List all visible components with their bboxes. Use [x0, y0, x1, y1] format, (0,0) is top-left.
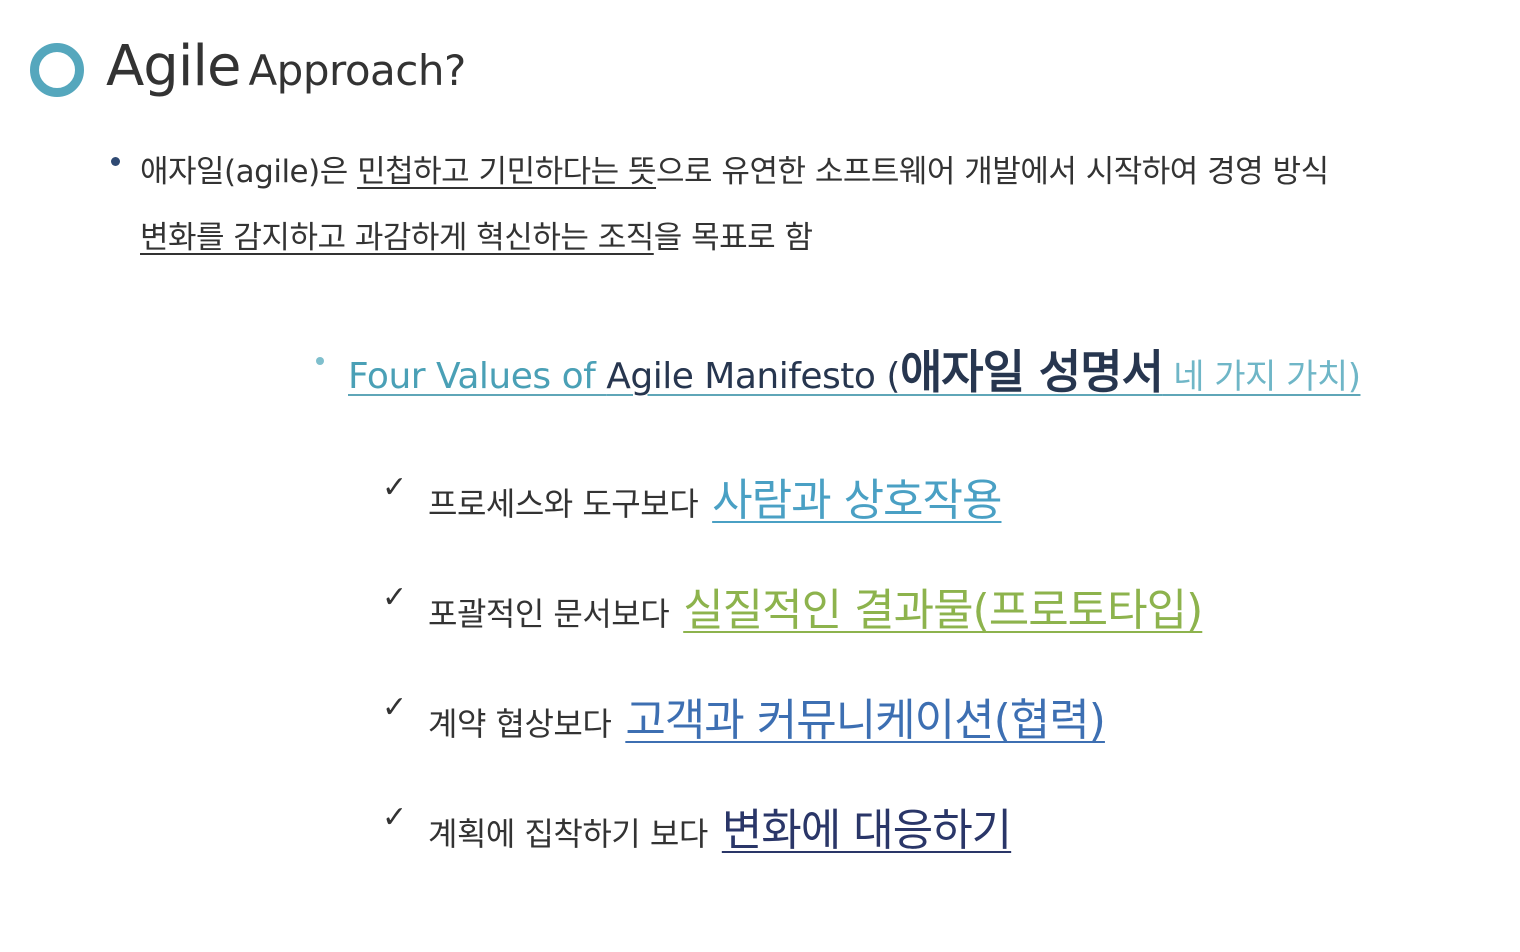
value-highlight: 사람과 상호작용	[712, 475, 1002, 526]
value-highlight: 변화에 대응하기	[721, 805, 1012, 856]
value-plain: 계약 협상보다	[428, 705, 612, 743]
title-main: Agile	[106, 34, 241, 99]
intro-underlined-2: 변화를 감지하고 과감하게 혁신하는 조직	[140, 220, 654, 256]
value-highlight: 고객과 커뮤니케이션(협력)	[625, 695, 1106, 746]
check-icon: ✓	[382, 580, 408, 615]
manifesto-navy: Agile Manifesto (	[606, 356, 900, 397]
circle-bullet-icon	[30, 43, 84, 97]
bullet-dot-icon	[316, 357, 324, 365]
manifesto-korean: 애자일 성명서	[899, 345, 1164, 399]
check-icon: ✓	[382, 470, 408, 505]
slide-title: Agile Approach?	[106, 34, 466, 99]
title-sub: Approach?	[248, 46, 466, 95]
value-highlight: 실질적인 결과물(프로토타입)	[683, 585, 1203, 636]
intro-text-a: 애자일(agile)은	[140, 154, 358, 190]
intro-line-2: 변화를 감지하고 과감하게 혁신하는 조직을 목표로 함	[140, 212, 813, 257]
value-plain: 계획에 집착하기 보다	[428, 815, 708, 853]
value-row: 계획에 집착하기 보다 변화에 대응하기	[428, 794, 1012, 858]
value-row: 포괄적인 문서보다 실질적인 결과물(프로토타입)	[428, 574, 1203, 638]
manifesto-teal: Four Values of	[348, 356, 607, 397]
intro-text-b: 으로 유연한 소프트웨어 개발에서 시작하여 경영 방식	[656, 154, 1329, 190]
check-icon: ✓	[382, 800, 408, 835]
manifesto-heading: Four Values of Agile Manifesto (애자일 성명서 …	[348, 336, 1361, 402]
value-row: 계약 협상보다 고객과 커뮤니케이션(협력)	[428, 684, 1106, 748]
intro-text-c: 을 목표로 함	[653, 220, 813, 256]
manifesto-light: 네 가지 가치)	[1162, 357, 1361, 397]
check-icon: ✓	[382, 690, 408, 725]
value-plain: 포괄적인 문서보다	[428, 595, 670, 633]
bullet-dot-icon	[111, 157, 120, 166]
intro-line-1: 애자일(agile)은 민첩하고 기민하다는 뜻으로 유연한 소프트웨어 개발에…	[140, 146, 1329, 191]
intro-underlined-1: 민첩하고 기민하다는 뜻	[357, 154, 657, 190]
value-row: 프로세스와 도구보다 사람과 상호작용	[428, 464, 1003, 528]
value-plain: 프로세스와 도구보다	[428, 485, 699, 523]
